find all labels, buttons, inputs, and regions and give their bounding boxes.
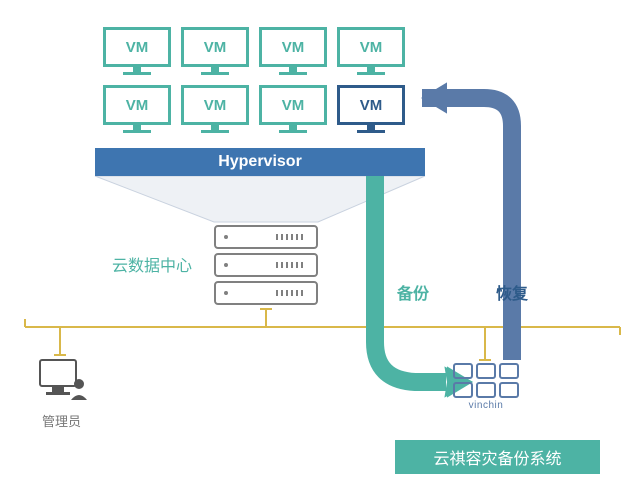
server-unit [214, 281, 318, 305]
backup-target-cell [476, 382, 496, 398]
server-stack [214, 225, 318, 309]
backup-target-cell [499, 382, 519, 398]
vm-icon: VM [259, 27, 327, 75]
vm-icon: VM [259, 85, 327, 133]
backup-target-cell [476, 363, 496, 379]
backup-target-icon: vinchin [453, 363, 519, 411]
vm-icon: VM [103, 27, 171, 75]
admin-label: 管理员 [42, 411, 81, 430]
backup-target-cell [453, 382, 473, 398]
hypervisor-bar: Hypervisor [95, 148, 425, 176]
server-unit [214, 253, 318, 277]
datacenter-label: 云数据中心 [112, 252, 192, 276]
diagram-canvas: VMVMVMVMVMVMVMVM Hypervisor 云数据中心 备份 恢复 … [0, 0, 641, 501]
backup-target-brand: vinchin [453, 400, 519, 411]
backup-target-cell [499, 363, 519, 379]
server-unit [214, 225, 318, 249]
connector-layer [0, 0, 641, 501]
vm-icon: VM [181, 27, 249, 75]
system-bar: 云祺容灾备份系统 [395, 440, 600, 474]
hypervisor-label: Hypervisor [218, 153, 302, 171]
vm-icon: VM [337, 27, 405, 75]
vm-icon: VM [103, 85, 171, 133]
vm-icon: VM [337, 85, 405, 133]
restore-label: 恢复 [496, 280, 528, 304]
system-bar-label: 云祺容灾备份系统 [433, 445, 561, 469]
backup-label: 备份 [397, 280, 429, 304]
backup-target-cell [453, 363, 473, 379]
vm-icon: VM [181, 85, 249, 133]
